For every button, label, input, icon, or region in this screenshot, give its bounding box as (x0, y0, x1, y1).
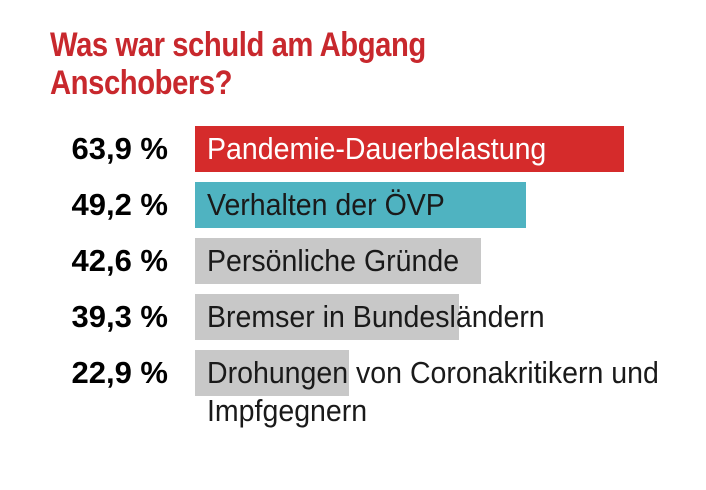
bar-row: 22,9 % Drohungen von Coronakritikern und … (0, 348, 706, 428)
bar-row: 49,2 % Verhalten der ÖVP (0, 180, 706, 230)
value-label: 42,6 % (71, 243, 168, 278)
bar (195, 126, 625, 172)
value-label: 39,3 % (71, 299, 168, 334)
category-label: Drohungen von Coronakritikern und Impfge… (207, 355, 659, 428)
category-label: Bremser in Bundesländern (207, 299, 545, 334)
value-label: 49,2 % (71, 187, 168, 222)
category-label: Persönliche Gründe (207, 243, 460, 278)
bar-row: 39,3 % Bremser in Bundesländern (0, 292, 706, 342)
category-label: Verhalten der ÖVP (207, 187, 445, 222)
chart-title: Was war schuld am Abgang Anschobers? (50, 26, 426, 102)
bar-row: 42,6 % Persönliche Gründe (0, 236, 706, 286)
bar-row: 63,9 % Pandemie-Dauerbelastung (0, 124, 706, 174)
bar (195, 294, 460, 340)
value-label: 22,9 % (71, 355, 168, 390)
value-label: 63,9 % (71, 131, 168, 166)
category-label: Pandemie-Dauerbelastung (207, 131, 547, 166)
bar (195, 350, 349, 396)
bar (195, 182, 526, 228)
bar (195, 238, 482, 284)
